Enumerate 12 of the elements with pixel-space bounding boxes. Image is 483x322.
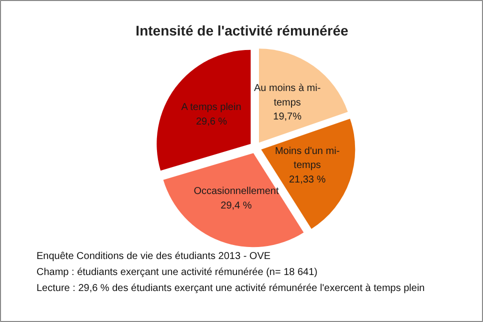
data-label: 19,7% [273,112,302,123]
slice-label: Au moins à mi-temps [254,82,321,108]
data-label: 29,6 % [196,116,228,128]
slice-label: Moins d'un mi-temps [274,146,340,172]
chart-title: Intensité de l'activité rémunérée [136,22,349,38]
data-label: 21,33 % [288,174,326,186]
text: Champ : étudiants exerçant une activité rémunérée (n= 18 641) [36,267,318,278]
slice-label: Occasionnellement [194,186,279,198]
text: Lecture : 29,6 % des étudiants exerçant une activité rémunérée l'exercent à temps plein [36,283,425,294]
data-label: 29,4 % [220,200,252,212]
slice-label: A temps plein [181,102,242,114]
text: Enquête Conditions de vie des étudiants 2013 - OVE [36,251,271,262]
